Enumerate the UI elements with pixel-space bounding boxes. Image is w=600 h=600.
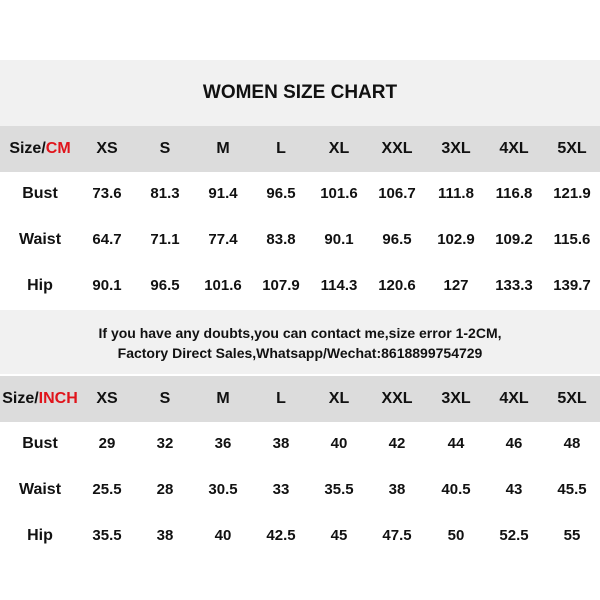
size-header-xxl: XXL bbox=[381, 390, 413, 407]
inch_table-row-hip: Hip 35.5 38 40 42.5 45 47.5 50 52.5 55 bbox=[0, 526, 600, 546]
measurement-value: 71.1 bbox=[150, 231, 180, 248]
measurement-value: 28 bbox=[156, 481, 174, 498]
row-label: Bust bbox=[22, 185, 58, 202]
measurement-value: 107.9 bbox=[262, 277, 300, 294]
measurement-value: 73.6 bbox=[92, 185, 122, 202]
size-header-5xl: 5XL bbox=[557, 140, 587, 157]
size-header-3xl: 3XL bbox=[441, 390, 471, 407]
measurement-value: 38 bbox=[272, 435, 290, 452]
measurement-value: 36 bbox=[214, 435, 232, 452]
inch_table-size-unit-label: Size/INCH bbox=[0, 389, 80, 409]
measurement-value: 29 bbox=[98, 435, 116, 452]
measurement-value: 52.5 bbox=[499, 527, 529, 544]
measurement-value: 102.9 bbox=[437, 231, 475, 248]
measurement-value: 50 bbox=[447, 527, 465, 544]
measurement-value: 42.5 bbox=[266, 527, 296, 544]
measurement-value: 96.5 bbox=[266, 185, 296, 202]
measurement-value: 47.5 bbox=[382, 527, 412, 544]
measurement-value: 46 bbox=[505, 435, 523, 452]
size-header-xxl: XXL bbox=[381, 140, 413, 157]
size-header-4xl: 4XL bbox=[499, 140, 529, 157]
measurement-value: 42 bbox=[388, 435, 406, 452]
size-header-s: S bbox=[159, 390, 171, 407]
measurement-value: 121.9 bbox=[553, 185, 591, 202]
measurement-value: 30.5 bbox=[208, 481, 238, 498]
measurement-value: 96.5 bbox=[150, 277, 180, 294]
measurement-value: 101.6 bbox=[320, 185, 358, 202]
measurement-value: 91.4 bbox=[208, 185, 238, 202]
cm_table-size-unit-label: Size/CM bbox=[0, 139, 80, 159]
note-band bbox=[0, 310, 600, 374]
size-header-3xl: 3XL bbox=[441, 140, 471, 157]
cm_table-row-hip: Hip 90.1 96.5 101.6 107.9 114.3 120.6 127 133.3 1… bbox=[0, 276, 600, 296]
measurement-value: 111.8 bbox=[438, 185, 474, 202]
size-header-xs: XS bbox=[96, 390, 118, 407]
row-label: Hip bbox=[27, 277, 53, 294]
measurement-value: 35.5 bbox=[324, 481, 354, 498]
note-line-1: If you have any doubts,you can contact m… bbox=[98, 325, 502, 341]
measurement-value: 32 bbox=[156, 435, 174, 452]
measurement-value: 81.3 bbox=[150, 185, 180, 202]
measurement-value: 101.6 bbox=[204, 277, 242, 294]
measurement-value: 120.6 bbox=[378, 277, 416, 294]
cm_table-header-row: Size/CM XS S M L XL XXL 3XL 4XL 5XL bbox=[0, 126, 600, 172]
measurement-value: 83.8 bbox=[266, 231, 296, 248]
cm_table-unit-label: CM bbox=[45, 140, 71, 157]
measurement-value: 35.5 bbox=[92, 527, 122, 544]
measurement-value: 106.7 bbox=[378, 185, 416, 202]
measurement-value: 45.5 bbox=[557, 481, 587, 498]
row-label: Waist bbox=[18, 481, 62, 498]
measurement-value: 96.5 bbox=[382, 231, 412, 248]
title-band bbox=[0, 60, 600, 126]
measurement-value: 38 bbox=[388, 481, 406, 498]
measurement-value: 114.3 bbox=[320, 277, 358, 294]
inch_table-row-bust: Bust 29 32 36 38 40 42 44 46 48 bbox=[0, 434, 600, 454]
measurement-value: 90.1 bbox=[92, 277, 122, 294]
size-header-xl: XL bbox=[328, 140, 350, 157]
measurement-value: 55 bbox=[563, 527, 581, 544]
size-header-m: M bbox=[216, 390, 230, 407]
measurement-value: 40.5 bbox=[441, 481, 471, 498]
measurement-value: 64.7 bbox=[92, 231, 122, 248]
measurement-value: 38 bbox=[156, 527, 174, 544]
size-header-xl: XL bbox=[328, 390, 350, 407]
measurement-value: 116.8 bbox=[495, 185, 533, 202]
cm_table-row-bust: Bust 73.6 81.3 91.4 96.5 101.6 106.7 111.8 116.8… bbox=[0, 184, 600, 204]
size-header-4xl: 4XL bbox=[499, 390, 529, 407]
measurement-value: 45 bbox=[330, 527, 348, 544]
measurement-value: 127 bbox=[443, 277, 469, 294]
note-line-2: Factory Direct Sales,Whatsapp/Wechat:861… bbox=[117, 345, 483, 361]
inch_table-size-label: Size/ bbox=[2, 390, 39, 407]
size-header-xs: XS bbox=[96, 140, 118, 157]
size-header-m: M bbox=[216, 140, 230, 157]
row-label: Hip bbox=[27, 527, 53, 544]
measurement-value: 43 bbox=[505, 481, 523, 498]
inch_table-header-row: Size/INCH XS S M L XL XXL 3XL 4XL 5XL bbox=[0, 376, 600, 422]
measurement-value: 77.4 bbox=[208, 231, 238, 248]
measurement-value: 109.2 bbox=[495, 231, 533, 248]
measurement-value: 40 bbox=[214, 527, 232, 544]
measurement-value: 133.3 bbox=[495, 277, 533, 294]
size-header-s: S bbox=[159, 140, 171, 157]
measurement-value: 44 bbox=[447, 435, 465, 452]
measurement-value: 90.1 bbox=[324, 231, 354, 248]
measurement-value: 48 bbox=[563, 435, 581, 452]
size-header-l: L bbox=[276, 140, 286, 157]
cm_table-row-waist: Waist 64.7 71.1 77.4 83.8 90.1 96.5 102.9 109.2 1… bbox=[0, 230, 600, 250]
chart-title: WOMEN SIZE CHART bbox=[202, 82, 398, 103]
inch_table-unit-label: INCH bbox=[38, 390, 78, 407]
measurement-value: 115.6 bbox=[553, 231, 591, 248]
row-label: Bust bbox=[22, 435, 58, 452]
measurement-value: 33 bbox=[272, 481, 290, 498]
inch_table-row-waist: Waist 25.5 28 30.5 33 35.5 38 40.5 43 45.5 bbox=[0, 480, 600, 500]
size-header-5xl: 5XL bbox=[557, 390, 587, 407]
size-header-l: L bbox=[276, 390, 286, 407]
measurement-value: 139.7 bbox=[553, 277, 591, 294]
cm_table-size-label: Size/ bbox=[9, 140, 46, 157]
measurement-value: 40 bbox=[330, 435, 348, 452]
row-label: Waist bbox=[18, 231, 62, 248]
measurement-value: 25.5 bbox=[92, 481, 122, 498]
